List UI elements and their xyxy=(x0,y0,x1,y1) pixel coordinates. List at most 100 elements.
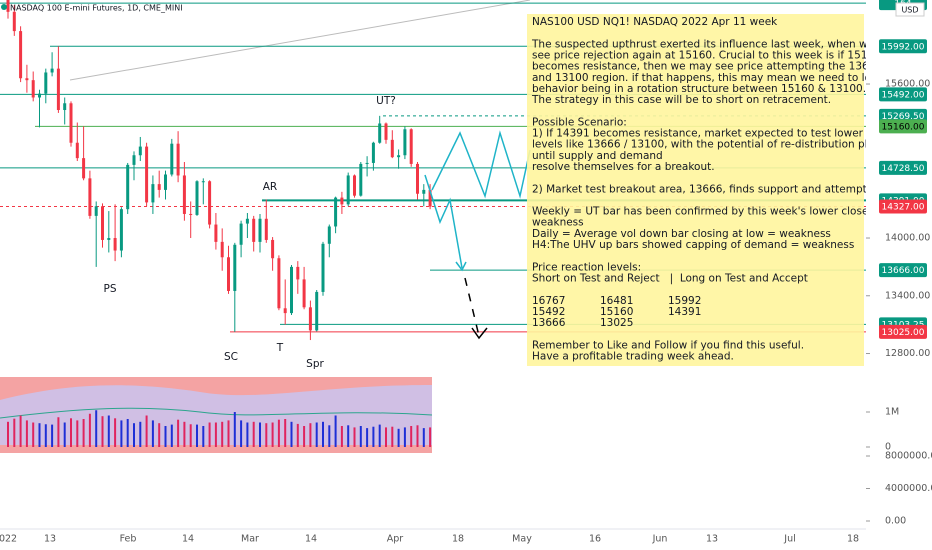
volume-bar xyxy=(107,415,110,447)
volume-bar xyxy=(277,419,280,447)
volume-pane xyxy=(0,377,433,453)
volume-bar xyxy=(25,420,28,447)
candle-body xyxy=(428,189,432,207)
note-line: behavior being in a rotation structure b… xyxy=(532,83,866,95)
candle-body xyxy=(6,0,10,12)
note-box xyxy=(527,14,864,366)
note-line: see price rejection again at 15160. Cruc… xyxy=(532,49,881,61)
candle-body xyxy=(88,178,92,216)
candle-body xyxy=(182,175,186,214)
level-label-box xyxy=(879,263,927,278)
candle-body xyxy=(145,146,149,203)
candle-body xyxy=(416,163,419,194)
level-label-box xyxy=(879,87,927,102)
volume-bar xyxy=(76,420,79,447)
volume-bar xyxy=(246,422,249,447)
volume-bar xyxy=(391,426,394,447)
level-label: 15269.50 xyxy=(882,112,925,122)
candle-body xyxy=(138,146,142,156)
level-label: 15160.00 xyxy=(882,122,925,132)
level-label-box xyxy=(879,199,927,214)
candle-body xyxy=(397,155,401,158)
x-tick-label: 13 xyxy=(44,534,56,545)
y-tick-label: 4000000.00 xyxy=(885,483,932,494)
volume-bar xyxy=(397,428,400,447)
volume-bar xyxy=(422,428,425,447)
volume-bar xyxy=(259,422,261,447)
x-tick-label: Jun xyxy=(652,534,668,545)
candle-body xyxy=(208,181,212,225)
candle-body xyxy=(176,143,180,176)
volume-bar xyxy=(114,418,117,447)
volume-bar xyxy=(202,426,205,447)
note-line: 1) If 14391 becomes resistance, market e… xyxy=(532,128,864,140)
x-tick-label: 18 xyxy=(847,534,859,545)
candle-body xyxy=(403,129,407,156)
note-cell: 15160 xyxy=(600,306,633,318)
candle-body xyxy=(50,68,54,73)
volume-bar xyxy=(139,421,142,447)
volume-bar xyxy=(214,422,217,447)
candle-body xyxy=(195,181,199,215)
volume-bar xyxy=(359,426,362,447)
annotation: AR xyxy=(263,181,277,193)
level-label-box xyxy=(879,108,927,123)
x-tick-label: 13 xyxy=(706,534,718,545)
volume-bar xyxy=(101,416,104,447)
candle-body xyxy=(390,139,394,158)
volume-bar xyxy=(38,423,41,447)
volume-bar xyxy=(240,420,243,447)
x-tick-label: Jul xyxy=(783,534,795,545)
note-cell: 16481 xyxy=(600,295,633,307)
level-label-box xyxy=(879,324,927,339)
note-line: 2) Market test breakout area, 13666, fin… xyxy=(532,183,927,195)
volume-ma xyxy=(0,407,433,419)
note-line: weakness xyxy=(532,217,584,229)
volume-bar xyxy=(378,424,381,447)
volume-bar xyxy=(120,420,123,447)
level-label: 14728.50 xyxy=(882,164,925,174)
candle-body xyxy=(340,197,344,205)
candle-body xyxy=(321,243,325,292)
arrowhead xyxy=(455,261,467,272)
x-tick-label: Apr xyxy=(387,534,404,545)
candle-body xyxy=(107,238,111,240)
volume-bar xyxy=(227,420,230,447)
note-line: Daily = Average vol down bar closing at … xyxy=(532,228,831,240)
candle-body xyxy=(75,142,79,159)
candle-body xyxy=(290,266,293,314)
volume-bar xyxy=(57,417,60,447)
volume-bar xyxy=(7,421,9,447)
note-cell: 14391 xyxy=(668,306,701,318)
candle-body xyxy=(258,218,262,242)
level-label-box xyxy=(879,39,927,54)
candle-body xyxy=(151,184,155,203)
volume-bar xyxy=(309,423,312,447)
note-line: Have a profitable trading week ahead. xyxy=(532,351,734,363)
volume-bar xyxy=(158,423,161,447)
currency: USD xyxy=(901,6,918,15)
candle-body xyxy=(31,80,35,98)
note: The suspected upthrust exerted its influ… xyxy=(531,38,932,362)
candle-body xyxy=(56,68,60,111)
volume-bar xyxy=(410,426,413,447)
volume-bar xyxy=(63,422,66,447)
volume-bar xyxy=(334,415,337,447)
volume-bar xyxy=(51,424,54,447)
note-line: levels like 13666 / 13100, with the pote… xyxy=(532,139,884,151)
volume-bar xyxy=(290,421,293,447)
candle-body xyxy=(252,218,256,242)
annotation: UT? xyxy=(376,95,396,107)
axis: 15600.00 14000.00 13400.00 12800.00 1M 080000… xyxy=(866,0,932,527)
volume-bar xyxy=(164,426,167,447)
y-tick-label: 13400.00 xyxy=(885,290,930,301)
note-line: The suspected upthrust exerted its influ… xyxy=(531,38,874,50)
volume-bar xyxy=(385,427,387,447)
candle-body xyxy=(94,206,98,216)
candle-body xyxy=(283,308,287,314)
candle-body xyxy=(245,218,249,224)
level-label: 14327.00 xyxy=(882,203,925,213)
candle-body xyxy=(302,279,306,308)
candle-body xyxy=(378,123,382,143)
volume-bar xyxy=(133,423,135,447)
